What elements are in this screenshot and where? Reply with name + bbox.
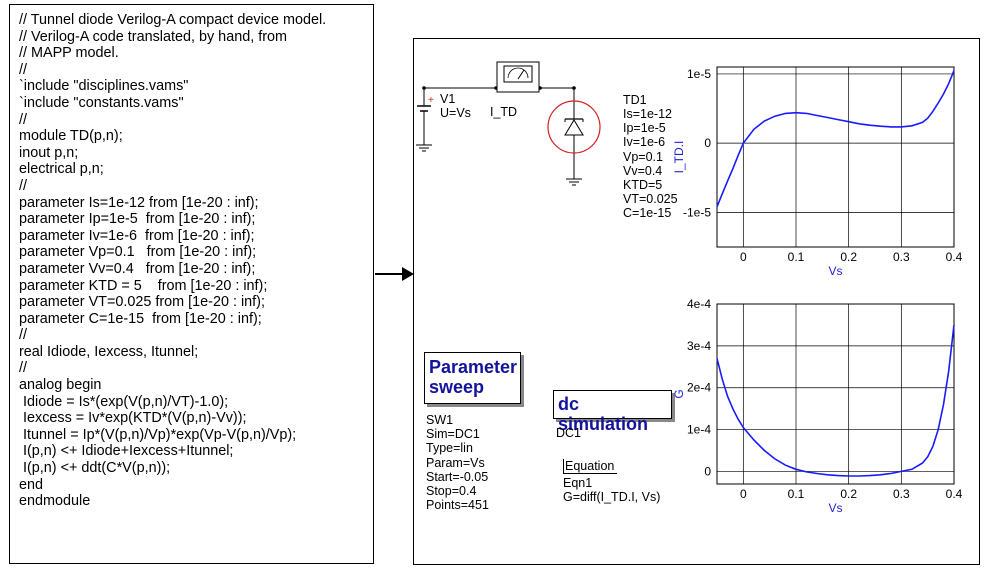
series-line (716, 70, 955, 208)
sweep-property: Sim=DC1 (426, 427, 480, 442)
code-line: parameter KTD = 5 from [1e-20 : inf); (19, 277, 268, 294)
y-tick-label: 0 (704, 136, 711, 150)
y-axis-label: I_TD.I (672, 141, 686, 174)
code-listing: // Tunnel diode Verilog-A compact device… (19, 12, 326, 510)
diode-param: Vv=0.4 (623, 163, 663, 178)
code-line: `include "disciplines.vams" (19, 78, 189, 95)
source-value: U=Vs (440, 106, 471, 120)
x-tick-label: 0.1 (788, 487, 805, 501)
x-tick-label: 0.3 (893, 250, 910, 264)
y-tick-label: 4e-4 (687, 297, 711, 311)
code-line: parameter VT=0.025 from [1e-20 : inf); (19, 294, 265, 311)
code-line: Itunnel = Ip*(V(p,n)/Vp)*exp(Vp-V(p,n)/V… (19, 426, 297, 443)
x-axis-label: Vs (828, 501, 842, 515)
sweep-property: Points=451 (426, 498, 489, 513)
y-tick-label: 3e-4 (687, 339, 711, 353)
x-tick-label: 0.3 (893, 487, 910, 501)
sweep-title-1: Parameter (429, 357, 518, 377)
y-tick-label: 1e-5 (687, 67, 711, 81)
diode-param: C=1e-15 (623, 206, 672, 221)
equation-title: Equation (565, 459, 615, 473)
diode-param: Ip=1e-5 (623, 121, 666, 136)
code-line: inout p,n; (19, 144, 79, 161)
code-line: `include "constants.vams" (19, 94, 184, 111)
diode-param: Vp=0.1 (623, 149, 663, 164)
diode-params: Is=1e-12 Ip=1e-5 Iv=1e-6 Vp=0.1 Vv=0.4 KTD=5 V… (623, 107, 678, 221)
sweep-property: Type=lin (426, 441, 473, 456)
y-tick-label: 1e-4 (687, 423, 711, 437)
code-line: parameter Ip=1e-5 from [1e-20 : inf); (19, 211, 256, 228)
code-line: parameter Iv=1e-6 from [1e-20 : inf); (19, 227, 255, 244)
plot-frame (716, 66, 955, 248)
code-line: // (19, 61, 27, 78)
code-line: parameter Vv=0.4 from [1e-20 : inf); (19, 260, 256, 277)
code-line: real Idiode, Iexcess, Itunnel; (19, 343, 199, 360)
circuit-wiring (416, 86, 582, 186)
dc-sim-name: DC1 (556, 426, 582, 440)
code-line: // (19, 177, 27, 194)
equation-name: Eqn1 (563, 476, 593, 490)
code-line: parameter Vp=0.1 from [1e-20 : inf); (19, 244, 257, 261)
x-tick-label: 0.2 (840, 250, 857, 264)
ammeter-label: I_TD (490, 105, 518, 119)
diode-name: TD1 (623, 93, 647, 107)
arrow-icon (375, 267, 414, 281)
code-line: // (19, 111, 27, 128)
source-name: V1 (440, 92, 456, 106)
sweep-property: Start=-0.05 (426, 469, 489, 484)
plus-sign: + (428, 95, 434, 106)
code-panel: // Tunnel diode Verilog-A compact device… (9, 4, 374, 564)
sweep-property: Param=Vs (426, 455, 485, 470)
y-axis-label: G (672, 389, 686, 398)
code-line: I(p,n) <+ ddt(C*V(p,n)); (19, 460, 171, 477)
code-line: // Tunnel diode Verilog-A compact device… (19, 12, 327, 28)
sweep-properties: SW1 Sim=DC1 Type=lin Param=Vs Start=-0.05 Sto… (426, 413, 489, 512)
code-line: endmodule (19, 493, 91, 510)
code-line: module TD(p,n); (19, 128, 123, 145)
sweep-property: Stop=0.4 (426, 484, 477, 499)
code-line: electrical p,n; (19, 161, 104, 178)
series-line (716, 324, 955, 477)
diode-param: KTD=5 (623, 178, 663, 193)
sweep-property: SW1 (426, 413, 454, 427)
code-line: Iexcess = Iv*exp(KTD*(V(p,n)-Vv)); (19, 410, 247, 427)
code-line: parameter Is=1e-12 from [1e-20 : inf); (19, 194, 259, 211)
sweep-title-2: sweep (429, 377, 485, 397)
x-tick-label: 0.2 (840, 487, 857, 501)
y-tick-label: -1e-5 (683, 205, 711, 219)
plot-frame (716, 303, 955, 485)
x-axis-label: Vs (828, 264, 842, 278)
parameter-sweep-block[interactable]: Parameter sweep (424, 352, 521, 404)
tunnel-diode-icon (547, 100, 601, 154)
code-line: Idiode = Is*(exp(V(p,n)/VT)-1.0); (19, 393, 229, 410)
schematic-panel: V1 U=Vs + I_TD TD1 Is=1e-12 Ip=1e-5 Iv=1e-… (413, 38, 980, 565)
diode-param: Is=1e-12 (623, 107, 672, 121)
y-tick-label: 0 (704, 464, 711, 478)
code-line: // (19, 360, 27, 377)
chart-conductance: 0 0.1 0.2 0.3 0.4 4e-4 3e-4 2e-4 1e-4 0 Vs G (672, 297, 963, 515)
diode-param: VT=0.025 (623, 192, 678, 207)
x-tick-label: 0 (740, 487, 747, 501)
x-tick-label: 0.4 (946, 487, 963, 501)
diode-param: Iv=1e-6 (623, 135, 666, 150)
equation-block[interactable]: Equation (563, 459, 618, 475)
code-line: analog begin (19, 377, 102, 394)
ammeter-icon (496, 61, 540, 93)
code-line: I(p,n) <+ Idiode+Iexcess+Itunnel; (19, 443, 234, 460)
code-line: // MAPP model. (19, 45, 119, 62)
dc-simulation-block[interactable]: dc simulation (553, 390, 672, 434)
code-line: // Verilog-A code translated, by hand, f… (19, 28, 287, 45)
code-line: end (19, 476, 44, 493)
equation-expr: G=diff(I_TD.I, Vs) (563, 490, 661, 504)
x-tick-label: 0.4 (946, 250, 963, 264)
dc-sim-title: dc simulation (558, 394, 649, 434)
code-line: // (19, 327, 27, 344)
x-tick-label: 0 (740, 250, 747, 264)
chart-current: 0 0.1 0.2 0.3 0.4 1e-5 0 -1e-5 Vs I_TD.I (672, 66, 963, 278)
x-tick-label: 0.1 (788, 250, 805, 264)
y-tick-label: 2e-4 (687, 381, 711, 395)
code-line: parameter C=1e-15 from [1e-20 : inf); (19, 310, 262, 327)
